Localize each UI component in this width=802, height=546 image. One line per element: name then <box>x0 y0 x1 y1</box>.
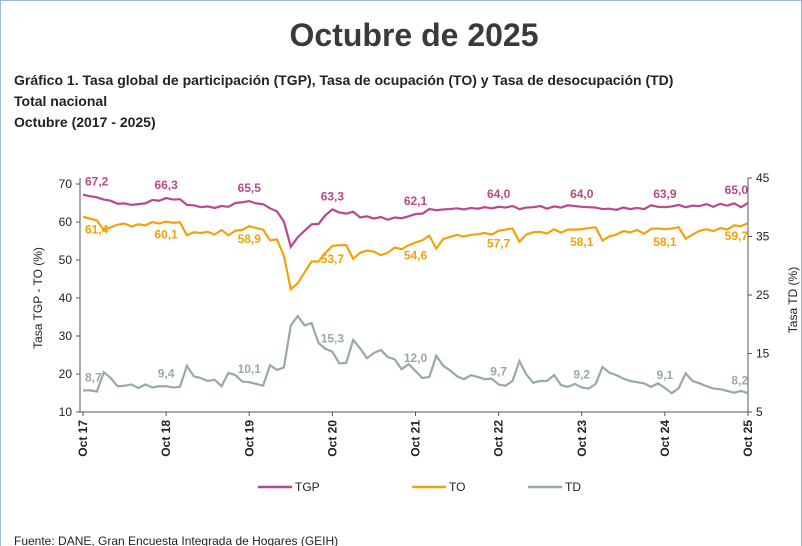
subtitle: Total nacional <box>14 93 107 109</box>
data-label: 58,1 <box>570 235 594 249</box>
data-label: 67,2 <box>85 175 109 189</box>
chart-title: Octubre de 2025 <box>290 17 539 53</box>
data-label: 63,9 <box>653 187 677 201</box>
legend-label: TD <box>565 480 581 494</box>
y-tick-label: 30 <box>59 329 73 343</box>
x-tick-label: Oct 25 <box>741 420 755 457</box>
series-line <box>82 215 749 292</box>
y-tick-label: 10 <box>59 405 73 419</box>
x-tick-label: Oct 19 <box>242 420 256 457</box>
data-label: 61,4 <box>85 223 109 237</box>
y2-tick-label: 5 <box>756 405 763 419</box>
y2-tick-label: 15 <box>756 347 770 361</box>
data-label: 60,1 <box>154 228 178 242</box>
data-label: 63,3 <box>321 189 345 203</box>
x-tick-label: Oct 17 <box>76 420 90 457</box>
y-tick-label: 40 <box>59 291 73 305</box>
data-label: 58,9 <box>238 232 262 246</box>
data-label: 54,6 <box>404 249 428 263</box>
x-tick-label: Oct 23 <box>575 420 589 457</box>
data-label: 9,7 <box>490 365 507 379</box>
data-label: 66,3 <box>154 178 178 192</box>
subtitle: Gráfico 1. Tasa global de participación … <box>14 72 673 88</box>
data-label: 9,4 <box>158 366 175 380</box>
series-line <box>83 314 749 395</box>
data-label: 8,7 <box>85 370 102 384</box>
x-tick-label: Oct 18 <box>159 420 173 457</box>
x-tick-label: Oct 20 <box>325 420 339 457</box>
series-line <box>82 193 749 250</box>
legend-label: TO <box>449 480 465 494</box>
data-label: 65,5 <box>238 181 262 195</box>
x-tick-label: Oct 21 <box>409 420 423 457</box>
x-tick-label: Oct 24 <box>658 420 672 457</box>
y-tick-label: 70 <box>59 177 73 191</box>
data-label: 62,1 <box>404 194 428 208</box>
legend-label: TGP <box>295 480 320 494</box>
data-label: 12,0 <box>404 351 428 365</box>
y-tick-label: 60 <box>59 215 73 229</box>
data-label: 57,7 <box>487 237 511 251</box>
y2-tick-label: 35 <box>756 230 770 244</box>
y2-tick-label: 45 <box>756 171 770 185</box>
data-label: 64,0 <box>570 187 594 201</box>
data-label: 9,2 <box>573 367 590 381</box>
data-label: 65,0 <box>725 183 749 197</box>
y2-axis-label: Tasa TD (%) <box>786 267 800 333</box>
data-label: 59,7 <box>725 229 749 243</box>
x-tick-label: Oct 22 <box>492 420 506 457</box>
y-tick-label: 50 <box>59 253 73 267</box>
data-label: 64,0 <box>487 187 511 201</box>
data-label: 10,1 <box>238 362 262 376</box>
subtitle: Octubre (2017 - 2025) <box>14 114 156 130</box>
y2-tick-label: 25 <box>756 288 770 302</box>
data-label: 58,1 <box>653 235 677 249</box>
data-label: 8,2 <box>731 373 748 387</box>
source: Fuente: DANE, Gran Encuesta Integrada de… <box>14 534 338 546</box>
data-label: 53,7 <box>321 252 345 266</box>
data-label: 15,3 <box>321 332 345 346</box>
data-label: 9,1 <box>657 368 674 382</box>
y-axis-label: Tasa TGP - TO (%) <box>31 247 45 349</box>
y-tick-label: 20 <box>59 367 73 381</box>
